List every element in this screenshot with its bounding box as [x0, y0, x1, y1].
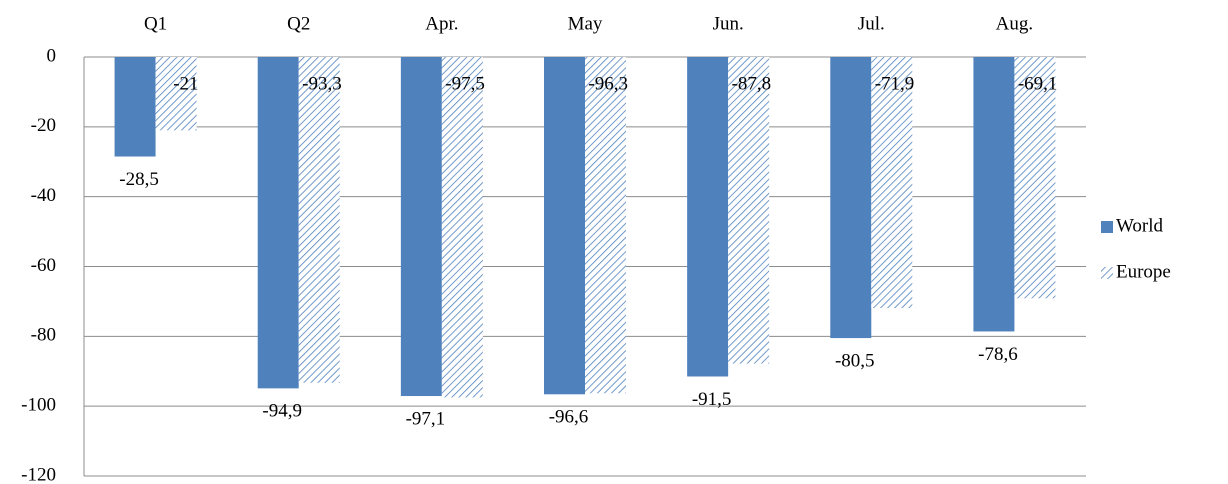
bar: [687, 57, 729, 377]
x-tick-label: Q1: [144, 13, 167, 34]
data-label: -97,1: [406, 408, 446, 429]
x-tick-label: Apr.: [425, 13, 458, 34]
bar: [585, 57, 626, 394]
bar: [114, 57, 156, 157]
data-label: -78,6: [978, 344, 1018, 365]
legend-label: World: [1116, 215, 1164, 236]
bar: [728, 57, 770, 364]
bar: [298, 57, 340, 383]
data-label: -96,3: [588, 73, 628, 94]
legend-label: Europe: [1116, 261, 1171, 282]
y-tick-label: -80: [31, 325, 56, 346]
data-label: -80,5: [835, 350, 875, 371]
legend-swatch: [1101, 221, 1113, 233]
bar: [400, 57, 442, 397]
y-tick-label: -120: [21, 464, 56, 484]
x-tick-label: Q2: [287, 13, 310, 34]
bar: [155, 57, 197, 131]
data-label: -69,1: [1018, 73, 1058, 94]
bar: [441, 57, 483, 398]
bar: [257, 57, 299, 389]
bar: [1014, 57, 1056, 299]
x-tick-label: Jun.: [713, 13, 744, 34]
data-label: -97,5: [445, 73, 485, 94]
y-tick-label: -40: [31, 185, 56, 206]
data-label: -91,5: [692, 389, 732, 410]
legend-swatch: [1101, 267, 1113, 279]
y-tick-label: 0: [47, 45, 57, 66]
data-label: -71,9: [875, 73, 915, 94]
bar: [544, 57, 585, 395]
data-label: -28,5: [119, 169, 159, 190]
data-label: -96,6: [549, 407, 589, 428]
data-label: -21: [173, 73, 198, 94]
bar: [973, 57, 1015, 332]
bar: [830, 57, 872, 339]
y-tick-label: -60: [31, 255, 56, 276]
data-label: -94,9: [262, 401, 302, 422]
x-tick-label: May: [568, 13, 603, 34]
x-tick-label: Jul.: [858, 13, 885, 34]
y-tick-label: -20: [31, 115, 56, 136]
bar: [871, 57, 913, 309]
y-tick-label: -100: [21, 395, 56, 416]
x-tick-label: Aug.: [996, 13, 1033, 34]
data-label: -87,8: [732, 73, 772, 94]
data-label: -93,3: [302, 73, 342, 94]
